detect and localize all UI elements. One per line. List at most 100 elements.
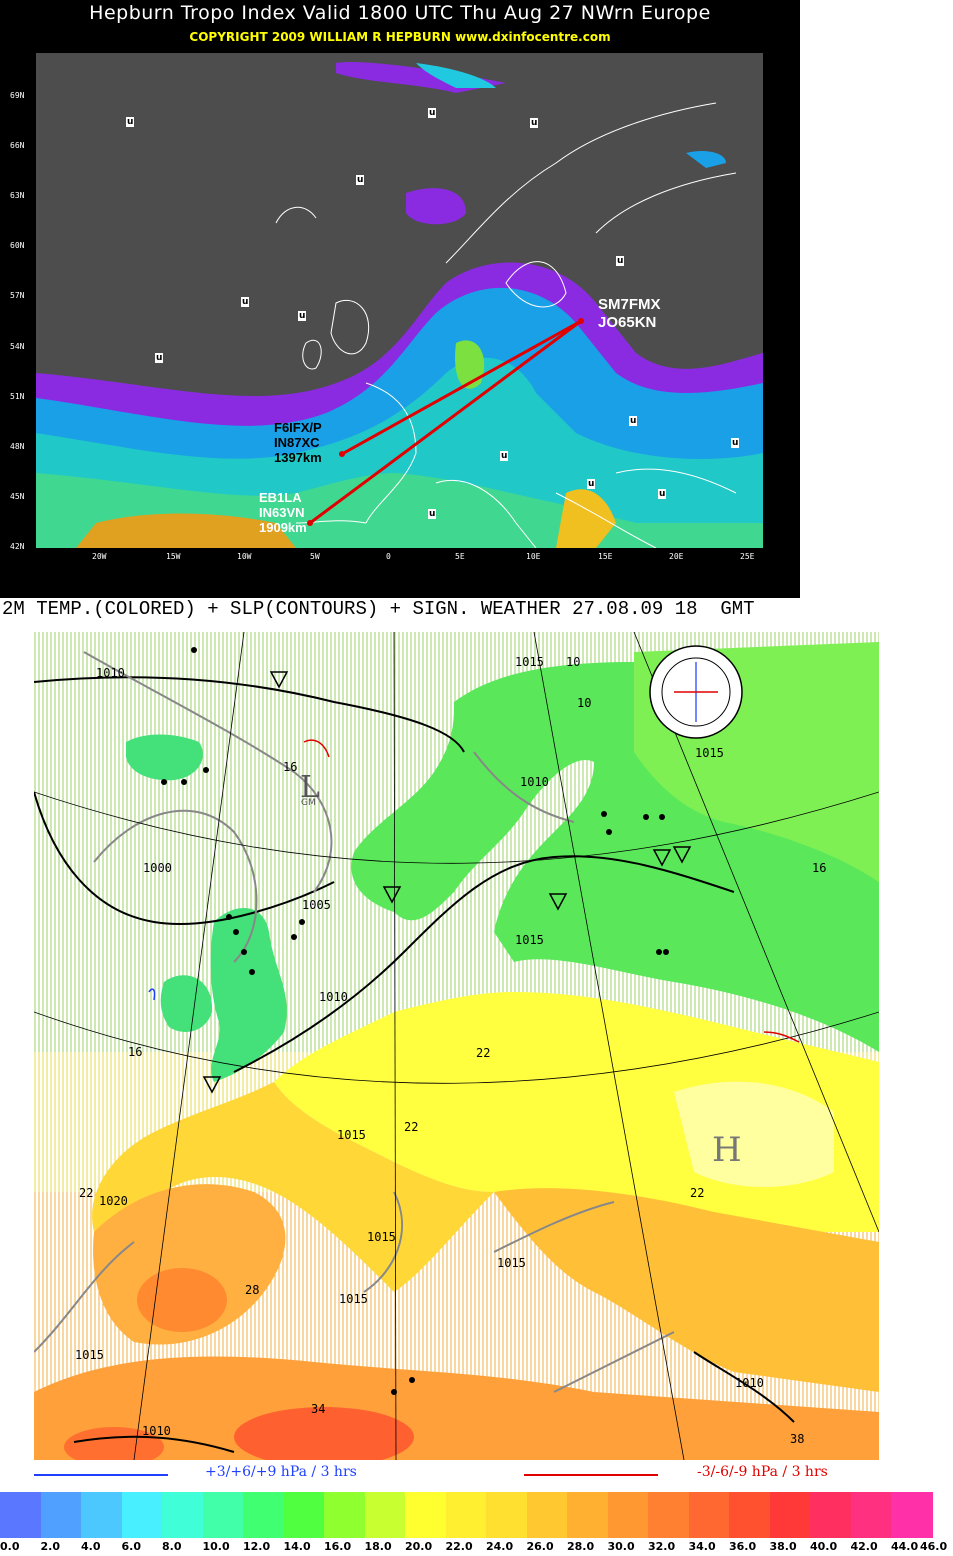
isobar-label: 38 (790, 1432, 805, 1446)
station-locator: JO65KN (598, 314, 657, 331)
u-marker: u (428, 108, 437, 118)
u-marker: u (616, 256, 625, 266)
u-marker: u (356, 175, 365, 185)
u-marker: u (241, 297, 250, 307)
station-distance: 1397km (274, 450, 322, 465)
colorscale-swatch (688, 1492, 730, 1538)
u-marker: u (587, 479, 596, 489)
colorscale-swatch (0, 1492, 42, 1538)
colorscale-swatch (729, 1492, 771, 1538)
isobar-label: 1015 (695, 746, 724, 760)
lon-label: 15E (598, 552, 613, 561)
colorscale-swatch (891, 1492, 933, 1538)
colorscale-swatch (486, 1492, 528, 1538)
colorscale-swatch (445, 1492, 487, 1538)
high-pressure-symbol: H (712, 1130, 742, 1170)
u-marker: u (298, 311, 307, 321)
tendency-legend: +3/+6/+9 hPa / 3 hrs -3/-6/-9 hPa / 3 hr… (0, 1462, 953, 1486)
rise-line-swatch (34, 1474, 168, 1476)
isobar-label: 28 (245, 1283, 260, 1297)
colorscale-swatch (607, 1492, 649, 1538)
station-distance: 1909km (259, 520, 307, 535)
low-pressure-symbol: L (300, 770, 320, 805)
isobar-label: 10 (566, 655, 581, 669)
colorscale-label: 6.0 (121, 1540, 142, 1553)
colorscale-label: 12.0 (243, 1540, 271, 1553)
tropo-panel: Hepburn Tropo Index Valid 1800 UTC Thu A… (0, 0, 800, 598)
colorscale-label: 40.0 (810, 1540, 838, 1553)
isobar-label: 22 (476, 1046, 491, 1060)
isobar-label: 16 (128, 1045, 143, 1059)
colorscale-label: 38.0 (769, 1540, 797, 1553)
rise-legend-label: +3/+6/+9 hPa / 3 hrs (205, 1464, 357, 1480)
station-sm7fmx: SM7FMX JO65KN (598, 296, 661, 332)
colorscale-label: 2.0 (40, 1540, 61, 1553)
colorscale-label: 0.0 (0, 1540, 20, 1553)
u-marker: u (658, 489, 667, 499)
isobar-label: 16 (812, 861, 827, 875)
colorscale-swatch (202, 1492, 244, 1538)
lon-label: 10E (526, 552, 541, 561)
lat-label: 60N (10, 241, 25, 250)
lat-label: 63N (10, 191, 25, 200)
colorscale-swatch (40, 1492, 82, 1538)
isobar-label: 1015 (497, 1256, 526, 1270)
lat-label: 48N (10, 442, 25, 451)
weather-title: 2M TEMP.(COLORED) + SLP(CONTOURS) + SIGN… (2, 598, 755, 620)
tropo-title: Hepburn Tropo Index Valid 1800 UTC Thu A… (89, 2, 711, 24)
lon-label: 10W (237, 552, 252, 561)
isobar-label: 1010 (96, 666, 125, 680)
lat-label: 57N (10, 291, 25, 300)
colorscale-label: 34.0 (688, 1540, 716, 1553)
colorscale-label: 32.0 (648, 1540, 676, 1553)
temperature-colorscale: 0.0 2.0 4.0 6.0 8.0 10.0 12.0 14.0 16.0 18.0 20.0 2… (0, 1492, 953, 1556)
isobar-label: 1010 (520, 775, 549, 789)
colorscale-swatch (364, 1492, 406, 1538)
fall-legend-label: -3/-6/-9 hPa / 3 hrs (697, 1464, 828, 1480)
u-marker: u (530, 118, 539, 128)
u-marker: u (629, 416, 638, 426)
colorscale-label: 16.0 (324, 1540, 352, 1553)
colorscale-swatch (850, 1492, 892, 1538)
colorscale-swatch (405, 1492, 447, 1538)
isobar-label: 1000 (143, 861, 172, 875)
isobar-label: 1015 (339, 1292, 368, 1306)
colorscale-swatch (810, 1492, 852, 1538)
u-marker: u (500, 451, 509, 461)
weather-map (34, 632, 879, 1460)
station-call: EB1LA (259, 490, 302, 505)
station-eb1la: EB1LA IN63VN 1909km (259, 490, 307, 535)
isobar-label: 34 (311, 1402, 326, 1416)
station-call: F6IFX/P (274, 420, 322, 435)
colorscale-swatch (324, 1492, 366, 1538)
colorscale-label: 20.0 (405, 1540, 433, 1553)
lon-label: 25E (740, 552, 755, 561)
colorscale-swatch (283, 1492, 325, 1538)
colorscale-label: 24.0 (486, 1540, 514, 1553)
lon-label: 20E (669, 552, 684, 561)
colorscale-swatch (526, 1492, 568, 1538)
isobar-label: 1010 (319, 990, 348, 1004)
u-marker: u (428, 509, 437, 519)
colorscale-swatch (648, 1492, 690, 1538)
colorscale-label: 42.0 (850, 1540, 878, 1553)
lon-label: 0 (386, 552, 391, 561)
colorscale-swatch (769, 1492, 811, 1538)
lat-label: 45N (10, 492, 25, 501)
colorscale-label: 30.0 (607, 1540, 635, 1553)
u-marker: u (126, 117, 135, 127)
lon-label: 15W (166, 552, 181, 561)
isobar-label: 22 (79, 1186, 94, 1200)
colorscale-label: 26.0 (526, 1540, 554, 1553)
colorscale-swatch (121, 1492, 163, 1538)
colorscale-label: 46.0 (920, 1540, 948, 1553)
station-f6ifx: F6IFX/P IN87XC 1397km (274, 420, 322, 465)
lat-label: 69N (10, 91, 25, 100)
station-locator: IN87XC (274, 435, 320, 450)
isobar-label: 16 (283, 760, 298, 774)
lat-label: 54N (10, 342, 25, 351)
colorscale-label: 44.0 (891, 1540, 919, 1553)
low-pressure-sub: GM (301, 798, 316, 808)
isobar-label: 22 (690, 1186, 705, 1200)
tropo-map (36, 53, 763, 548)
